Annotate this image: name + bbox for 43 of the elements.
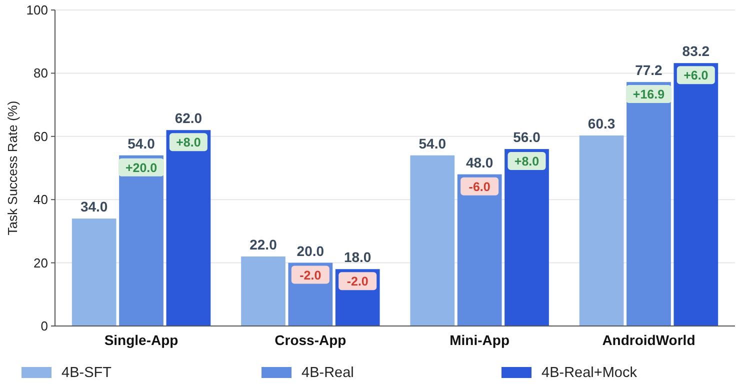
data-label: 60.3 xyxy=(588,115,616,132)
y-tick-label: 40 xyxy=(34,192,48,208)
x-tick-label: Single-App xyxy=(104,332,178,348)
annotation: +8.0 xyxy=(176,136,201,150)
annotation: -6.0 xyxy=(468,180,490,194)
data-label: 54.0 xyxy=(128,135,156,152)
bar xyxy=(241,256,286,326)
data-label: 48.0 xyxy=(466,154,494,170)
data-label: 20.0 xyxy=(296,242,324,259)
y-axis-title: Task Success Rate (%) xyxy=(5,100,20,236)
bar xyxy=(457,174,502,326)
bar xyxy=(626,82,671,326)
y-tick-label: 60 xyxy=(34,128,48,144)
data-label: 22.0 xyxy=(250,236,278,252)
data-label: 62.0 xyxy=(174,110,202,126)
legend-label: 4B-Real xyxy=(302,365,354,381)
annotation: +8.0 xyxy=(514,154,540,169)
data-label: 83.2 xyxy=(682,43,710,60)
annotation: -2.0 xyxy=(300,268,322,282)
annotation: +20.0 xyxy=(125,160,158,175)
legend-label: 4B-Real+Mock xyxy=(542,365,638,381)
data-label: 18.0 xyxy=(344,249,372,266)
bar xyxy=(72,218,116,326)
legend-label: 4B-SFT xyxy=(62,365,112,381)
x-tick-label: AndroidWorld xyxy=(602,332,696,348)
data-label: 34.0 xyxy=(80,198,108,215)
x-tick-label: Cross-App xyxy=(274,332,346,348)
x-tick-label: Mini-App xyxy=(450,332,510,348)
data-label: 54.0 xyxy=(418,135,446,152)
annotation: +6.0 xyxy=(684,68,708,83)
y-tick-label: 0 xyxy=(40,318,48,334)
data-label: 77.2 xyxy=(635,62,663,78)
annotation: +16.9 xyxy=(632,88,665,102)
y-tick-label: 100 xyxy=(26,2,48,18)
y-tick-label: 20 xyxy=(34,255,48,270)
y-tick-label: 80 xyxy=(34,66,48,81)
bar xyxy=(674,63,718,326)
bar xyxy=(410,155,455,326)
bar xyxy=(166,130,211,326)
data-label: 56.0 xyxy=(513,129,541,146)
annotation: -2.0 xyxy=(346,274,368,289)
bar xyxy=(504,149,549,326)
bar xyxy=(579,135,624,326)
